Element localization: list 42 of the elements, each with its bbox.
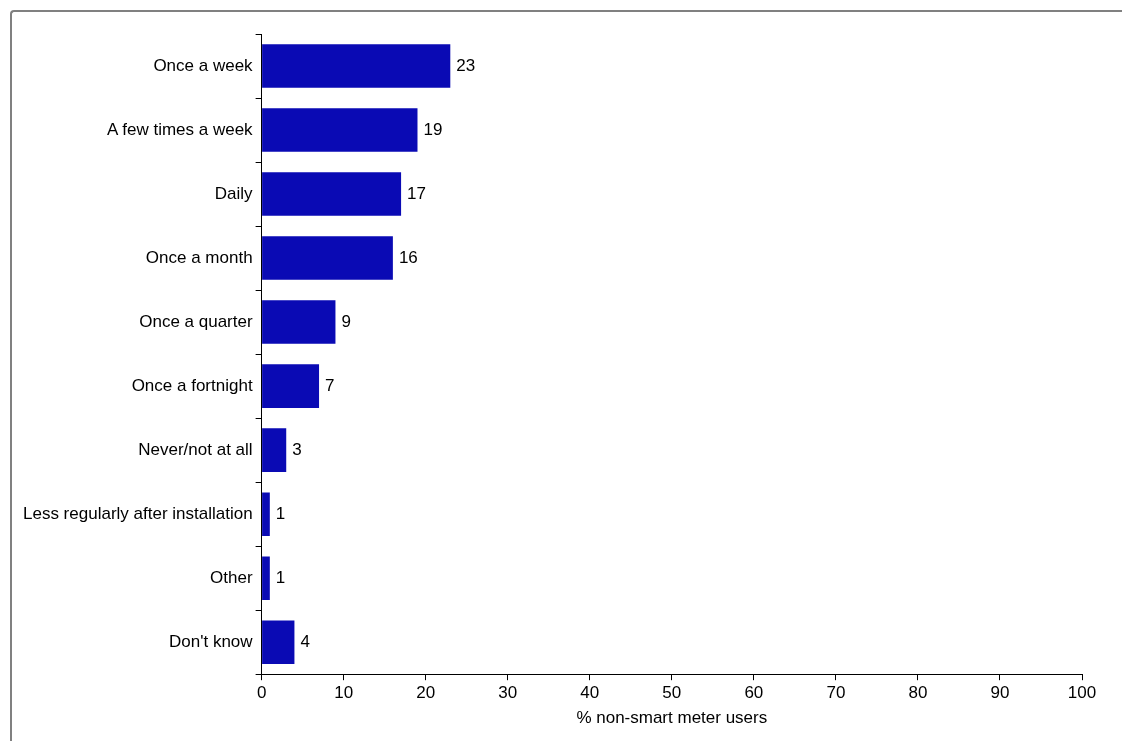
x-tick-label: 90 <box>990 683 1010 703</box>
bar <box>262 428 287 472</box>
y-tick-label: Once a fortnight <box>131 375 253 395</box>
y-tick-label: Daily <box>214 183 254 203</box>
y-tick-label: Other <box>210 567 253 587</box>
y-tick-label: Don't know <box>169 631 254 651</box>
data-label: 23 <box>456 55 476 75</box>
y-tick-label: A few times a week <box>107 119 254 139</box>
bar <box>262 108 418 152</box>
x-tick-label: 30 <box>498 683 518 703</box>
bar <box>262 620 295 664</box>
y-tick-label: Once a quarter <box>139 311 253 331</box>
bar <box>262 236 393 280</box>
data-label: 16 <box>398 247 418 267</box>
bar <box>262 44 451 88</box>
data-label: 3 <box>292 439 302 459</box>
bar <box>262 556 270 600</box>
data-label: 9 <box>341 311 351 331</box>
y-tick-label: Once a month <box>145 247 253 267</box>
bar <box>262 492 270 536</box>
bar <box>262 364 320 408</box>
y-tick-label: Once a week <box>153 55 254 75</box>
x-axis-title: % non-smart meter users <box>576 708 768 728</box>
data-label: 1 <box>275 567 286 587</box>
x-tick-label: 100 <box>1067 683 1097 703</box>
data-label: 19 <box>423 119 443 139</box>
x-tick-label: 60 <box>744 683 764 703</box>
data-label: 7 <box>325 375 335 395</box>
bar <box>262 300 336 344</box>
data-label: 4 <box>300 631 310 651</box>
y-tick-label: Less regularly after installation <box>22 503 253 523</box>
bar <box>262 172 402 216</box>
x-tick-label: 40 <box>580 683 600 703</box>
x-tick-label: 20 <box>416 683 436 703</box>
x-tick-label: 80 <box>908 683 928 703</box>
y-tick-label: Never/not at all <box>138 439 253 459</box>
data-label: 1 <box>275 503 286 523</box>
x-tick-label: 10 <box>334 683 354 703</box>
x-tick-label: 0 <box>256 683 267 703</box>
data-label: 17 <box>407 183 426 203</box>
x-tick-label: 70 <box>826 683 846 703</box>
x-tick-label: 50 <box>662 683 682 703</box>
